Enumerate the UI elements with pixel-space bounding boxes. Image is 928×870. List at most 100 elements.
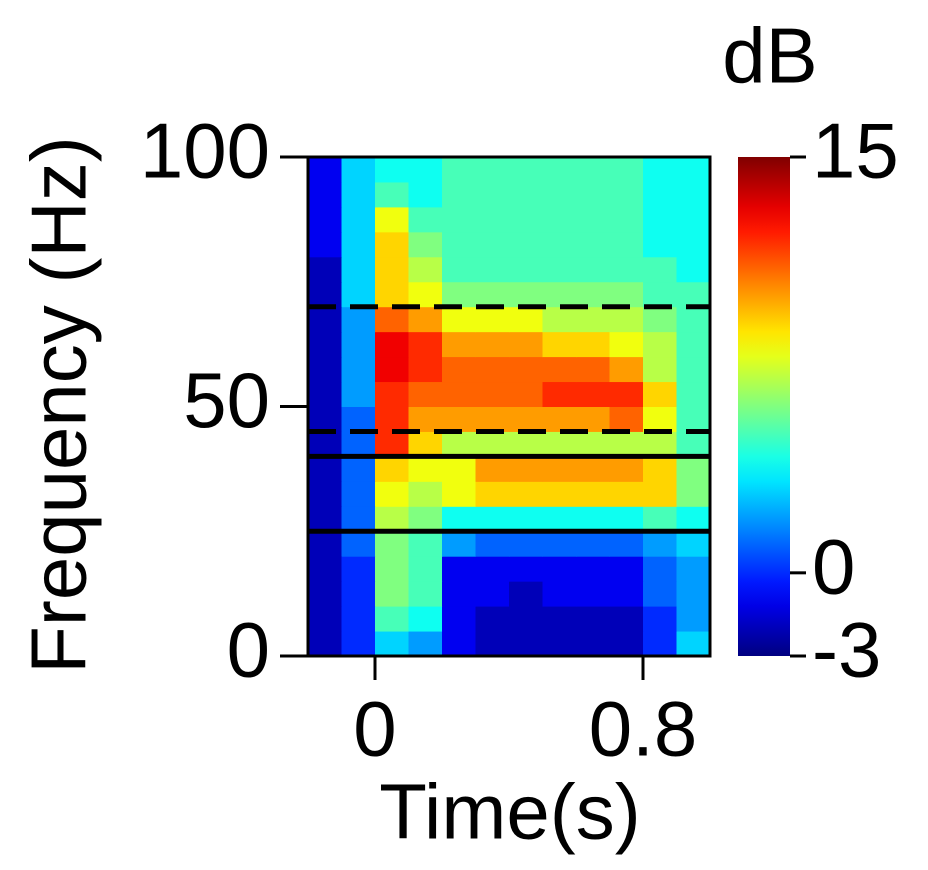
heat-cell bbox=[509, 181, 543, 208]
heat-cell bbox=[576, 456, 610, 482]
heat-cell bbox=[408, 581, 443, 607]
heat-cell bbox=[442, 606, 476, 632]
heat-cell bbox=[609, 157, 644, 183]
heat-cell bbox=[375, 606, 409, 632]
heat-cell bbox=[643, 231, 677, 258]
heat-cell bbox=[643, 531, 677, 557]
heat-cell bbox=[676, 506, 711, 532]
heat-cell bbox=[542, 556, 577, 582]
heat-cell bbox=[375, 581, 409, 607]
heat-cell bbox=[475, 581, 510, 607]
heat-cell bbox=[609, 506, 644, 532]
heat-cell bbox=[643, 631, 677, 657]
heat-cell bbox=[609, 556, 644, 582]
heat-cell bbox=[475, 306, 510, 333]
colorbar-label: dB bbox=[722, 12, 817, 100]
heat-cell bbox=[576, 556, 610, 582]
heat-cell bbox=[542, 256, 577, 283]
heat-cell bbox=[609, 481, 644, 507]
heat-cell bbox=[442, 406, 476, 432]
colorbar-tick-label: 0 bbox=[812, 522, 855, 610]
heat-cell bbox=[408, 206, 443, 233]
heat-cell bbox=[676, 481, 711, 507]
heat-cell bbox=[408, 556, 443, 582]
heat-cell bbox=[542, 331, 577, 358]
heat-cell bbox=[475, 256, 510, 283]
heat-cell bbox=[475, 531, 510, 557]
heat-cell bbox=[408, 531, 443, 557]
heat-cell bbox=[643, 356, 677, 383]
heat-cell bbox=[609, 331, 644, 358]
heat-cell bbox=[576, 281, 610, 308]
heat-cell bbox=[341, 157, 376, 183]
heat-cell bbox=[576, 306, 610, 333]
heat-cell bbox=[375, 281, 409, 308]
heat-cell bbox=[643, 281, 677, 308]
heat-cell bbox=[375, 531, 409, 557]
colorbar-tick-label: -3 bbox=[812, 606, 881, 694]
heat-cell bbox=[408, 631, 443, 657]
heat-cell bbox=[576, 356, 610, 383]
heat-cell bbox=[341, 556, 376, 582]
heat-cell bbox=[475, 406, 510, 432]
heat-cell bbox=[576, 481, 610, 507]
heat-cell bbox=[576, 406, 610, 432]
heat-cell bbox=[475, 281, 510, 308]
heat-cell bbox=[341, 581, 376, 607]
heat-cell bbox=[442, 157, 476, 183]
heat-cell bbox=[442, 631, 476, 657]
heat-cell bbox=[542, 531, 577, 557]
heat-cell bbox=[676, 606, 711, 632]
heat-cell bbox=[676, 331, 711, 358]
heat-cell bbox=[375, 506, 409, 532]
heat-cell bbox=[542, 606, 577, 632]
heat-cell bbox=[676, 231, 711, 258]
heat-cell bbox=[341, 631, 376, 657]
heat-cell bbox=[475, 206, 510, 233]
heat-cell bbox=[475, 456, 510, 482]
heat-cell bbox=[308, 181, 342, 208]
heat-cell bbox=[341, 531, 376, 557]
heat-cell bbox=[408, 306, 443, 333]
y-tick-label: 100 bbox=[140, 107, 270, 195]
heat-cell bbox=[408, 381, 443, 407]
heat-cell bbox=[643, 381, 677, 407]
heat-cell bbox=[308, 531, 342, 557]
heat-cell bbox=[542, 431, 577, 457]
heat-cell bbox=[308, 356, 342, 383]
heat-cell bbox=[341, 606, 376, 632]
heat-cell bbox=[509, 157, 543, 183]
heat-cell bbox=[609, 381, 644, 407]
heat-cell bbox=[576, 206, 610, 233]
heat-cell bbox=[542, 581, 577, 607]
heatmap bbox=[308, 157, 711, 657]
heat-cell bbox=[643, 506, 677, 532]
heat-cell bbox=[308, 456, 342, 482]
x-tick-label: 0 bbox=[353, 685, 396, 773]
heat-cell bbox=[643, 181, 677, 208]
x-axis-label: Time(s) bbox=[379, 768, 640, 856]
heat-cell bbox=[475, 606, 510, 632]
heat-cell bbox=[542, 281, 577, 308]
heat-cell bbox=[442, 206, 476, 233]
heat-cell bbox=[676, 256, 711, 283]
heat-cell bbox=[475, 331, 510, 358]
heat-cell bbox=[509, 331, 543, 358]
heat-cell bbox=[643, 581, 677, 607]
heat-cell bbox=[375, 481, 409, 507]
heat-cell bbox=[408, 456, 443, 482]
heat-cell bbox=[408, 506, 443, 532]
heat-cell bbox=[341, 406, 376, 432]
heat-cell bbox=[542, 481, 577, 507]
heat-cell bbox=[442, 556, 476, 582]
heat-cell bbox=[308, 381, 342, 407]
heat-cell bbox=[643, 306, 677, 333]
heat-cell bbox=[576, 431, 610, 457]
heat-cell bbox=[542, 456, 577, 482]
heat-cell bbox=[509, 356, 543, 383]
heat-cell bbox=[676, 281, 711, 308]
heat-cell bbox=[308, 406, 342, 432]
heat-cell bbox=[475, 556, 510, 582]
colorbar bbox=[738, 157, 790, 656]
